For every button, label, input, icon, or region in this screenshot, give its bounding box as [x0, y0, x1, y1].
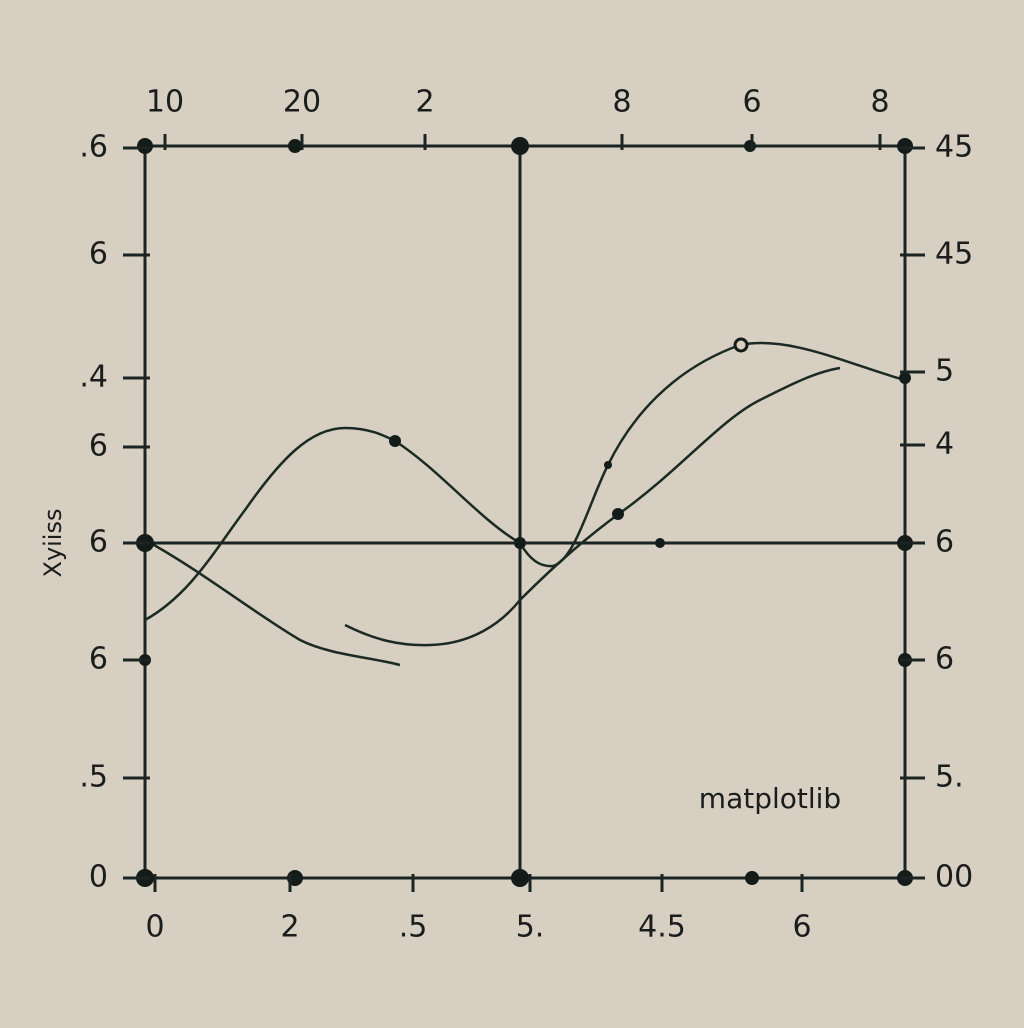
bottom-tick-label: 4.5	[638, 910, 686, 945]
left-tick-label: 6	[89, 525, 108, 560]
top-tick-label: 2	[415, 85, 434, 120]
marker	[899, 372, 911, 384]
marker	[511, 137, 529, 155]
left-tick-label: 6	[89, 429, 108, 464]
marker	[897, 138, 913, 154]
curve	[144, 538, 401, 667]
left-tick-label: 0	[89, 860, 108, 895]
right-tick-label: 4	[935, 427, 954, 462]
right-tick-label: 45	[935, 130, 973, 165]
watermark: matplotlib	[699, 782, 841, 815]
marker	[612, 508, 624, 520]
marker	[511, 869, 529, 887]
left-tick-label: 6	[89, 237, 108, 272]
bottom-tick-label: 0	[145, 910, 164, 945]
marker	[514, 537, 526, 549]
left-tick-label: 6	[89, 642, 108, 677]
bottom-tick-label: 5.	[516, 910, 545, 945]
right-tick-label: 5.	[935, 760, 964, 795]
top-tick-label: 10	[146, 85, 184, 120]
marker	[733, 337, 749, 353]
right-tick-label: 5	[935, 354, 954, 389]
right-tick-label: 6	[935, 642, 954, 677]
top-tick-label: 20	[283, 85, 321, 120]
marker	[137, 138, 153, 154]
left-tick-label: .5	[79, 760, 108, 795]
left-tick-label: .6	[79, 130, 108, 165]
top-tick-label: 8	[870, 85, 889, 120]
right-tick-label: 45	[935, 237, 973, 272]
top-tick-label: 6	[742, 85, 761, 120]
bottom-tick-label: 2	[280, 910, 299, 945]
curve	[344, 366, 841, 647]
marker	[389, 435, 401, 447]
y-axis-label: Xyiiss	[39, 509, 67, 578]
marker	[604, 461, 612, 469]
top-tick-label: 8	[612, 85, 631, 120]
marker	[745, 871, 759, 885]
marker	[655, 538, 665, 548]
right-tick-label: 00	[935, 860, 973, 895]
right-tick-label: 6	[935, 525, 954, 560]
marker	[744, 140, 756, 152]
bottom-tick-label: .5	[399, 910, 428, 945]
marker	[288, 139, 302, 153]
left-tick-label: .4	[79, 360, 108, 395]
bottom-tick-label: 6	[792, 910, 811, 945]
